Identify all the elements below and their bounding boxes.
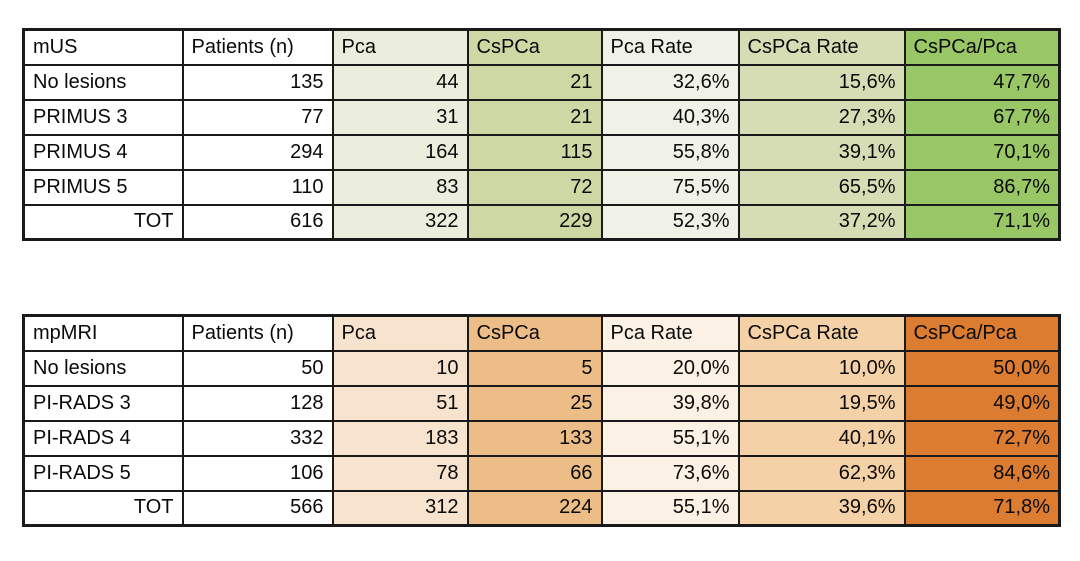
table-title-cell: mUS <box>22 28 184 66</box>
column-header-cell: Pca Rate <box>600 28 740 66</box>
value-cell: 19,5% <box>737 384 906 422</box>
row-label-cell: No lesions <box>22 63 184 101</box>
value-cell: 86,7% <box>903 168 1061 206</box>
value-cell: 55,1% <box>600 419 740 457</box>
value-cell: 21 <box>466 98 603 136</box>
column-header-cell: CsPCa <box>466 314 603 352</box>
value-cell: 115 <box>466 133 603 171</box>
column-header-cell: CsPCa/Pca <box>903 314 1061 352</box>
value-cell: 84,6% <box>903 454 1061 492</box>
value-cell: 67,7% <box>903 98 1061 136</box>
value-cell: 71,1% <box>903 203 1061 241</box>
value-cell: 55,8% <box>600 133 740 171</box>
column-header-cell: Pca <box>331 28 469 66</box>
value-cell: 50,0% <box>903 349 1061 387</box>
value-cell: 39,1% <box>737 133 906 171</box>
value-cell: 106 <box>181 454 334 492</box>
value-cell: 40,3% <box>600 98 740 136</box>
column-header-cell: Patients (n) <box>181 314 334 352</box>
table-row: TOT 566 312 224 55,1% 39,6% 71,8% <box>22 489 1061 527</box>
value-cell: 62,3% <box>737 454 906 492</box>
value-cell: 44 <box>331 63 469 101</box>
value-cell: 47,7% <box>903 63 1061 101</box>
table-title-cell: mpMRI <box>22 314 184 352</box>
value-cell: 51 <box>331 384 469 422</box>
column-header-cell: Pca <box>331 314 469 352</box>
table-row: PRIMUS 4 294 164 115 55,8% 39,1% 70,1% <box>22 133 1061 171</box>
value-cell: 39,8% <box>600 384 740 422</box>
value-cell: 66 <box>466 454 603 492</box>
value-cell: 65,5% <box>737 168 906 206</box>
value-cell: 27,3% <box>737 98 906 136</box>
column-header-cell: CsPCa <box>466 28 603 66</box>
value-cell: 71,8% <box>903 489 1061 527</box>
value-cell: 133 <box>466 419 603 457</box>
column-header-cell: CsPCa/Pca <box>903 28 1061 66</box>
value-cell: 135 <box>181 63 334 101</box>
value-cell: 55,1% <box>600 489 740 527</box>
value-cell: 128 <box>181 384 334 422</box>
row-label-cell: PRIMUS 5 <box>22 168 184 206</box>
value-cell: 164 <box>331 133 469 171</box>
value-cell: 21 <box>466 63 603 101</box>
row-label-cell: No lesions <box>22 349 184 387</box>
header-row: mUS Patients (n) Pca CsPCa Pca Rate CsPCa Rat… <box>22 28 1061 66</box>
value-cell: 72 <box>466 168 603 206</box>
mus-table: mUS Patients (n) Pca CsPCa Pca Rate CsPCa Rat… <box>22 28 1061 241</box>
column-header-cell: Patients (n) <box>181 28 334 66</box>
value-cell: 77 <box>181 98 334 136</box>
value-cell: 31 <box>331 98 469 136</box>
value-cell: 616 <box>181 203 334 241</box>
table-row: PI-RADS 5 106 78 66 73,6% 62,3% 84,6% <box>22 454 1061 492</box>
table-row: TOT 616 322 229 52,3% 37,2% 71,1% <box>22 203 1061 241</box>
row-label-cell: PI-RADS 5 <box>22 454 184 492</box>
table-row: No lesions 50 10 5 20,0% 10,0% 50,0% <box>22 349 1061 387</box>
value-cell: 10 <box>331 349 469 387</box>
column-header-cell: CsPCa Rate <box>737 314 906 352</box>
row-label-cell: PRIMUS 4 <box>22 133 184 171</box>
value-cell: 50 <box>181 349 334 387</box>
value-cell: 20,0% <box>600 349 740 387</box>
table-row: PRIMUS 5 110 83 72 75,5% 65,5% 86,7% <box>22 168 1061 206</box>
value-cell: 332 <box>181 419 334 457</box>
value-cell: 73,6% <box>600 454 740 492</box>
value-cell: 224 <box>466 489 603 527</box>
value-cell: 229 <box>466 203 603 241</box>
value-cell: 25 <box>466 384 603 422</box>
value-cell: 49,0% <box>903 384 1061 422</box>
value-cell: 183 <box>331 419 469 457</box>
value-cell: 78 <box>331 454 469 492</box>
table-row: PI-RADS 4 332 183 133 55,1% 40,1% 72,7% <box>22 419 1061 457</box>
value-cell: 10,0% <box>737 349 906 387</box>
value-cell: 40,1% <box>737 419 906 457</box>
table-row: PI-RADS 3 128 51 25 39,8% 19,5% 49,0% <box>22 384 1061 422</box>
value-cell: 15,6% <box>737 63 906 101</box>
column-header-cell: CsPCa Rate <box>737 28 906 66</box>
value-cell: 32,6% <box>600 63 740 101</box>
value-cell: 312 <box>331 489 469 527</box>
row-label-cell: TOT <box>22 489 184 527</box>
value-cell: 70,1% <box>903 133 1061 171</box>
mpmri-table: mpMRI Patients (n) Pca CsPCa Pca Rate CsPCa R… <box>22 314 1061 527</box>
row-label-cell: TOT <box>22 203 184 241</box>
row-label-cell: PRIMUS 3 <box>22 98 184 136</box>
value-cell: 39,6% <box>737 489 906 527</box>
table-row: PRIMUS 3 77 31 21 40,3% 27,3% 67,7% <box>22 98 1061 136</box>
table-row: No lesions 135 44 21 32,6% 15,6% 47,7% <box>22 63 1061 101</box>
value-cell: 566 <box>181 489 334 527</box>
row-label-cell: PI-RADS 4 <box>22 419 184 457</box>
value-cell: 72,7% <box>903 419 1061 457</box>
value-cell: 322 <box>331 203 469 241</box>
value-cell: 294 <box>181 133 334 171</box>
header-row: mpMRI Patients (n) Pca CsPCa Pca Rate CsPCa R… <box>22 314 1061 352</box>
value-cell: 52,3% <box>600 203 740 241</box>
value-cell: 5 <box>466 349 603 387</box>
value-cell: 83 <box>331 168 469 206</box>
value-cell: 75,5% <box>600 168 740 206</box>
row-label-cell: PI-RADS 3 <box>22 384 184 422</box>
column-header-cell: Pca Rate <box>600 314 740 352</box>
value-cell: 37,2% <box>737 203 906 241</box>
value-cell: 110 <box>181 168 334 206</box>
